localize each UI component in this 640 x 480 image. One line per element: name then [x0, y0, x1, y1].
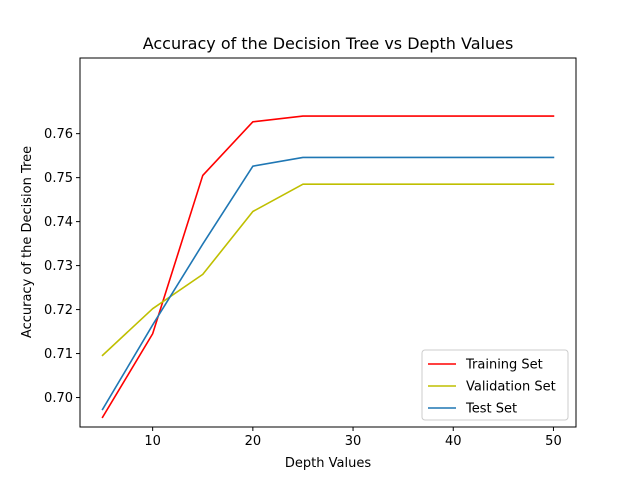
series-layer [101, 115, 555, 419]
x-tick-label: 10 [144, 434, 161, 449]
y-tick-label: 0.72 [44, 303, 73, 318]
x-tick-label: 30 [345, 434, 362, 449]
y-tick-label: 0.73 [44, 259, 73, 274]
legend-label-validation-set: Validation Set [466, 380, 556, 395]
series-line-validation-set [101, 183, 555, 357]
y-tick-label: 0.75 [44, 171, 73, 186]
axes-layer [79, 57, 577, 428]
legend-box [421, 349, 569, 421]
y-tick-label: 0.71 [44, 347, 73, 362]
y-tick-label: 0.70 [44, 391, 73, 406]
x-axis-title: Depth Values [285, 456, 371, 471]
x-tick-label: 40 [445, 434, 462, 449]
y-tick-label: 0.74 [44, 215, 73, 230]
legend-label-training-set: Training Set [465, 358, 543, 373]
chart-title: Accuracy of the Decision Tree vs Depth V… [143, 34, 514, 53]
series-line-training-set [101, 115, 555, 419]
x-tick-label: 20 [245, 434, 262, 449]
y-axis-title: Accuracy of the Decision Tree [20, 146, 35, 338]
legend: Training Set Validation Set Test Set [421, 349, 569, 421]
series-line-test-set [101, 156, 555, 411]
legend-label-test-set: Test Set [465, 402, 517, 417]
y-tick-label: 0.76 [44, 127, 73, 142]
y-axis-ticks: 0.70 0.71 0.72 0.73 0.74 0.75 0.76 [44, 127, 80, 406]
plot-frame [79, 57, 577, 428]
x-tick-label: 50 [545, 434, 562, 449]
x-axis-ticks: 10 20 30 40 50 [144, 427, 562, 449]
